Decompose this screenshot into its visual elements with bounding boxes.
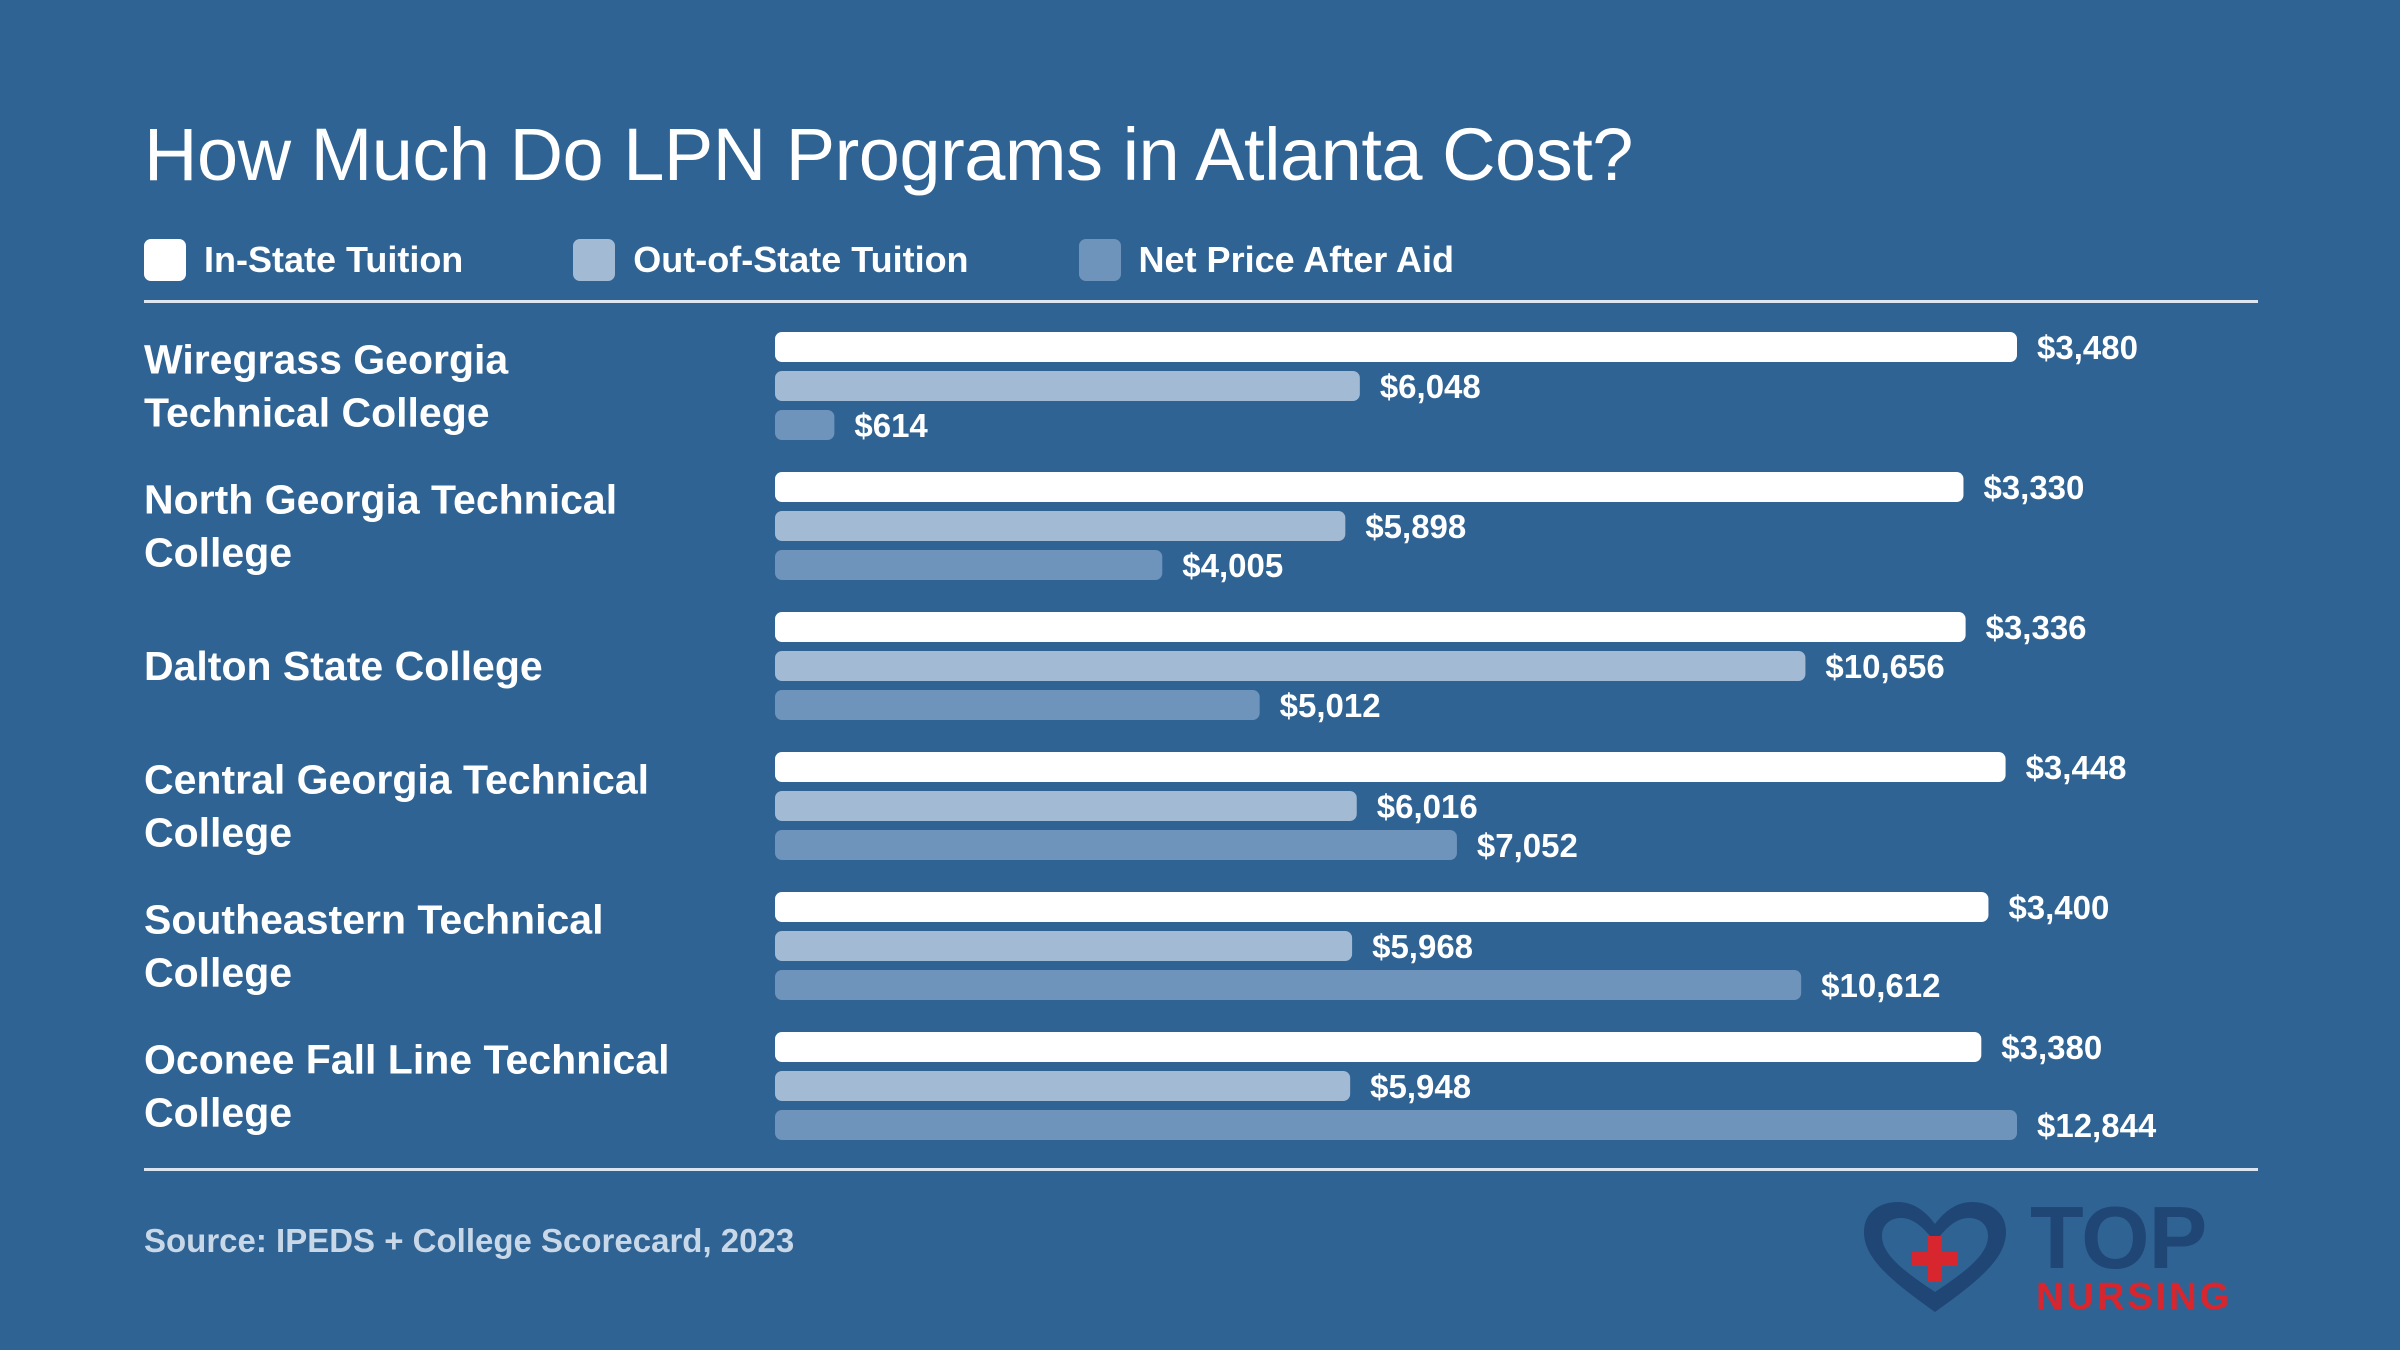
legend-swatch-net-price (1078, 239, 1121, 281)
category-label: College (144, 950, 292, 996)
bar-out-of-state (775, 511, 1346, 541)
data-label-out-of-state: $6,048 (1380, 368, 1481, 405)
legend-label-net-price: Net Price After Aid (1138, 239, 1454, 280)
data-label-out-of-state: $5,968 (1372, 928, 1473, 965)
bar-in-state (775, 472, 1964, 502)
top-nursing-logo: TOP NURSING (1860, 1194, 2260, 1320)
bar-net-price (775, 690, 1260, 720)
legend-swatch-in-state (144, 239, 186, 281)
bar-in-state (775, 892, 1989, 922)
category-label: Wiregrass Georgia (144, 337, 509, 383)
data-label-out-of-state: $5,898 (1365, 508, 1466, 545)
legend: In-State Tuition Out-of-State Tuition Ne… (144, 236, 1454, 284)
data-label-net-price: $12,844 (2037, 1107, 2157, 1144)
source-note: Source: IPEDS + College Scorecard, 2023 (144, 1222, 795, 1259)
logo-text-top: TOP (2030, 1188, 2207, 1287)
bar-net-price (775, 830, 1457, 860)
logo-text-bottom: NURSING (2036, 1276, 2233, 1318)
bar-net-price (775, 1110, 2017, 1140)
data-label-in-state: $3,380 (2001, 1029, 2102, 1066)
data-label-in-state: $3,400 (2008, 889, 2109, 926)
legend-item-out-of-state: Out-of-State Tuition (573, 239, 969, 281)
bar-out-of-state (775, 931, 1353, 961)
data-label-net-price: $5,012 (1280, 687, 1381, 724)
bar-net-price (775, 970, 1802, 1000)
data-label-out-of-state: $10,656 (1825, 648, 1944, 685)
data-label-in-state: $3,336 (1986, 609, 2087, 646)
chart-title: How Much Do LPN Programs in Atlanta Cost… (144, 113, 1633, 196)
bottom-divider (144, 1168, 2258, 1171)
legend-label-out-of-state: Out-of-State Tuition (633, 239, 969, 280)
bar-chart: Wiregrass Georgia Technical College $3,480… (144, 329, 2157, 1144)
top-divider (144, 300, 2258, 303)
category-label: Technical College (144, 390, 490, 436)
data-label-net-price: $614 (854, 407, 928, 444)
legend-item-in-state: In-State Tuition (144, 239, 463, 281)
category-label: College (144, 810, 292, 856)
category-label: North Georgia Technical (144, 477, 617, 523)
category-label: Oconee Fall Line Technical (144, 1037, 670, 1083)
bar-in-state (775, 332, 2017, 362)
data-label-net-price: $7,052 (1477, 827, 1578, 864)
category-label: College (144, 530, 292, 576)
category-label: College (144, 1090, 292, 1136)
data-label-out-of-state: $5,948 (1370, 1068, 1471, 1105)
bar-out-of-state (775, 1071, 1351, 1101)
heart-cross-icon (1864, 1202, 2006, 1312)
bar-in-state (775, 612, 1966, 642)
legend-item-net-price: Net Price After Aid (1078, 239, 1454, 281)
data-label-net-price: $10,612 (1821, 967, 1940, 1004)
bar-out-of-state (775, 651, 1806, 681)
category-label: Central Georgia Technical (144, 757, 649, 803)
legend-swatch-out-of-state (573, 239, 616, 281)
legend-label-in-state: In-State Tuition (204, 239, 464, 280)
data-label-in-state: $3,448 (2026, 749, 2127, 786)
data-label-net-price: $4,005 (1182, 547, 1283, 584)
bar-out-of-state (775, 791, 1357, 821)
bar-out-of-state (775, 371, 1360, 401)
bar-in-state (775, 752, 2006, 782)
category-label: Dalton State College (144, 643, 543, 689)
bar-net-price (775, 550, 1163, 580)
category-label: Southeastern Technical (144, 897, 603, 943)
bar-in-state (775, 1032, 1982, 1062)
data-label-in-state: $3,480 (2037, 329, 2138, 366)
data-label-in-state: $3,330 (1983, 469, 2084, 506)
data-label-out-of-state: $6,016 (1377, 788, 1478, 825)
bar-net-price (775, 410, 835, 440)
